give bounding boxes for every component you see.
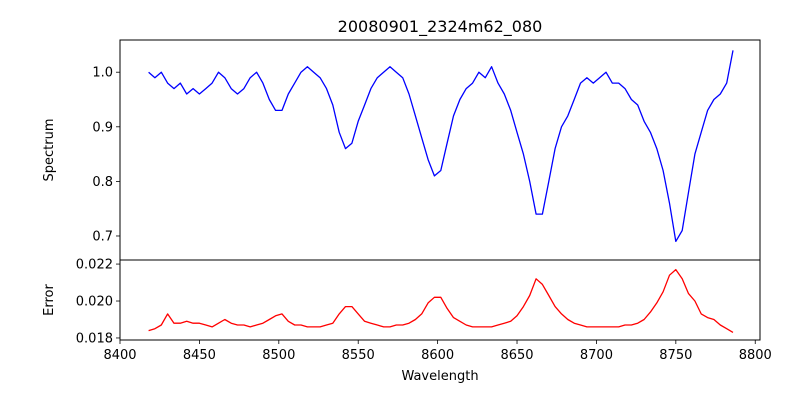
x-tick-label: 8500 [262,348,295,363]
y-tick-label: 0.7 [92,229,113,244]
x-tick-label: 8800 [739,348,772,363]
y-tick-label: 0.9 [92,120,113,135]
x-tick-label: 8700 [580,348,613,363]
x-tick-label: 8750 [659,348,692,363]
x-tick-label: 8550 [342,348,375,363]
x-tick-label: 8600 [421,348,454,363]
chart-title: 20080901_2324m62_080 [338,17,543,37]
series-line-error [148,268,734,333]
y-tick-label: 0.022 [76,258,113,273]
y-tick-label: 0.020 [76,295,113,310]
y-axis-label-error: Error [42,284,57,316]
y-tick-label: 1.0 [92,66,113,81]
axes-frame-spectrum [119,39,761,261]
y-tick-label: 0.8 [92,175,113,190]
x-tick-label: 8650 [500,348,533,363]
series-line-spectrum [148,50,734,243]
x-axis-label: Wavelength [401,369,478,384]
x-tick-label: 8450 [183,348,216,363]
x-tick-label: 8400 [103,348,136,363]
axes-frame-error [119,259,761,341]
y-axis-label-spectrum: Spectrum [42,119,57,182]
y-tick-label: 0.018 [76,331,113,346]
